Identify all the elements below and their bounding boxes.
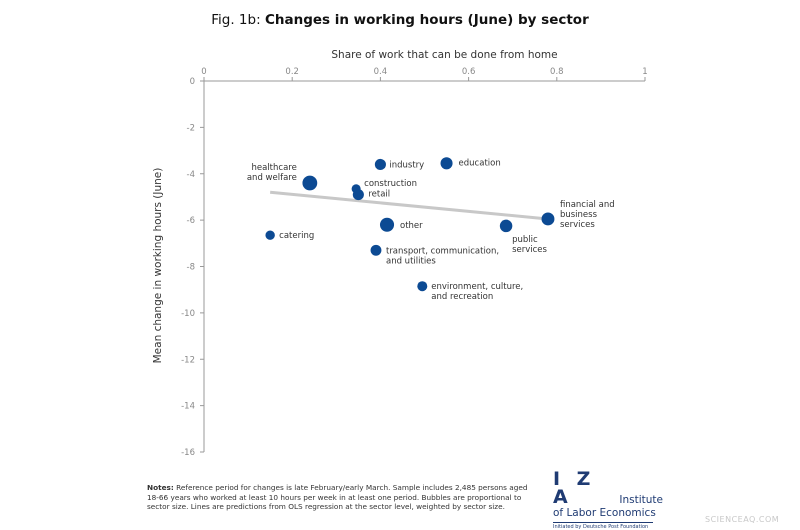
- point-label-line: industry: [389, 160, 424, 170]
- chart-title: Fig. 1b: Changes in working hours (June)…: [0, 12, 800, 28]
- point-label: public services: [512, 235, 547, 255]
- x-tick-label: 0.2: [285, 67, 299, 77]
- point-label: transport, communication, and utilities: [386, 246, 499, 266]
- x-tick-label: 0.6: [462, 67, 476, 77]
- title-main: Changes in working hours (June) by secto…: [264, 12, 589, 28]
- point-label-line: transport, communication,: [386, 246, 499, 256]
- bubble: [302, 175, 318, 191]
- y-tick-label: -6: [187, 216, 195, 226]
- x-tick-label: 1: [642, 67, 647, 77]
- point-label: education: [459, 158, 501, 168]
- y-tick-label: 0: [190, 77, 195, 87]
- bubble: [440, 157, 453, 170]
- iza-logo-mark: I Z A: [553, 468, 596, 508]
- regression-line: [270, 190, 549, 221]
- bubbles-group: [265, 157, 555, 292]
- point-label-line: public: [512, 235, 538, 245]
- title-prefix: Fig. 1b:: [211, 12, 261, 28]
- x-axis-title: Share of work that can be done from home: [331, 49, 557, 61]
- y-tick-label: -10: [181, 309, 195, 319]
- point-label: environment, culture, and recreation: [431, 282, 523, 302]
- point-label-line: construction: [364, 179, 417, 189]
- point-label-line: and welfare: [247, 173, 297, 183]
- iza-logo-line1: Institute: [619, 494, 663, 506]
- x-tick-label: 0: [201, 67, 206, 77]
- point-label: healthcare and welfare: [247, 163, 297, 183]
- point-label-line: and recreation: [431, 292, 493, 302]
- point-label-line: environment, culture,: [431, 282, 523, 292]
- iza-logo-line2: of Labor Economics: [553, 507, 656, 519]
- iza-logo-tagline: Initiated by Deutsche Post Foundation: [553, 524, 649, 530]
- bubble: [541, 212, 555, 226]
- y-tick-label: -2: [187, 123, 195, 133]
- y-tick-label: -4: [187, 170, 195, 180]
- y-tick-label: -16: [181, 448, 195, 458]
- y-axis-title: Mean change in working hours (June): [152, 168, 164, 364]
- bubble: [265, 230, 275, 240]
- point-label-line: healthcare: [252, 163, 297, 173]
- iza-logo-rule: [553, 522, 653, 523]
- notes-text: Reference period for changes is late Feb…: [147, 483, 528, 512]
- point-label-line: services: [512, 245, 547, 255]
- watermark: SCIENCEAQ.COM: [705, 515, 780, 524]
- point-label-line: services: [560, 220, 595, 230]
- point-label-line: business: [560, 210, 598, 220]
- y-tick-label: -12: [181, 355, 195, 365]
- y-tick-label: -14: [181, 402, 195, 412]
- bubble: [499, 219, 513, 233]
- chart-plot: 0 0.2 0.4 0.6 0.8 1 0 -2 -4 -6 -8 -10 -12 -14 -16 Share…: [152, 49, 648, 458]
- point-label: industry: [389, 160, 424, 170]
- point-labels-group: healthcare and welfare industry education co…: [247, 158, 615, 302]
- bubble: [370, 244, 382, 256]
- iza-logo: I Z A Institute of Labor Economics Initi…: [553, 470, 663, 530]
- point-label: retail: [368, 190, 390, 200]
- bubble: [352, 189, 364, 201]
- notes-label: Notes:: [147, 483, 174, 492]
- point-label-line: retail: [368, 190, 390, 200]
- point-label-line: and utilities: [386, 256, 436, 266]
- point-label: financial and business services: [560, 200, 615, 230]
- point-label-line: financial and: [560, 200, 615, 210]
- x-tick-label: 0.8: [550, 67, 564, 77]
- point-label-line: education: [459, 158, 501, 168]
- y-tick-label: -8: [187, 263, 195, 273]
- point-label: other: [400, 221, 423, 231]
- x-tick-label: 0.4: [374, 67, 388, 77]
- point-label: construction: [364, 179, 417, 189]
- bubble: [417, 281, 428, 292]
- point-label-line: catering: [279, 231, 314, 241]
- axes: 0 0.2 0.4 0.6 0.8 1 0 -2 -4 -6 -8 -10 -12 -14 -16 Share…: [152, 49, 648, 458]
- bubble: [379, 217, 395, 232]
- bubble: [374, 158, 386, 171]
- point-label-line: other: [400, 221, 423, 231]
- regression-line-group: [270, 190, 549, 221]
- notes: Notes: Reference period for changes is l…: [147, 483, 537, 512]
- point-label: catering: [279, 231, 314, 241]
